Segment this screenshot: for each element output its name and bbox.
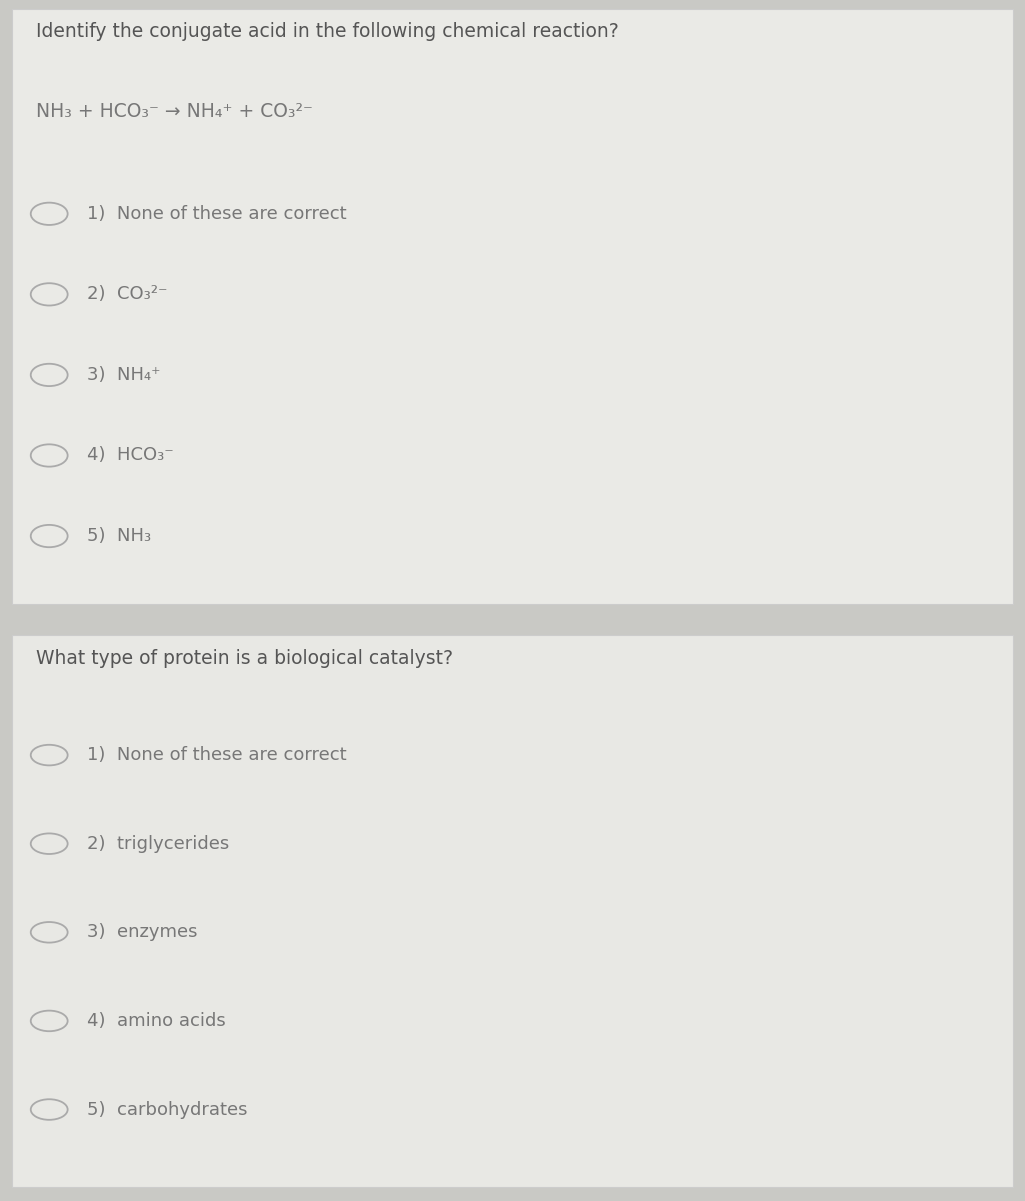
Text: 2)  triglycerides: 2) triglycerides [87, 835, 230, 853]
Text: 4)  HCO₃⁻: 4) HCO₃⁻ [87, 447, 174, 465]
Text: 3)  enzymes: 3) enzymes [87, 924, 198, 942]
Text: Identify the conjugate acid in the following chemical reaction?: Identify the conjugate acid in the follo… [36, 22, 619, 41]
Text: What type of protein is a biological catalyst?: What type of protein is a biological cat… [36, 650, 453, 668]
Text: 5)  NH₃: 5) NH₃ [87, 527, 152, 545]
Text: 5)  carbohydrates: 5) carbohydrates [87, 1100, 248, 1118]
Text: 1)  None of these are correct: 1) None of these are correct [87, 746, 346, 764]
Text: NH₃ + HCO₃⁻ → NH₄⁺ + CO₃²⁻: NH₃ + HCO₃⁻ → NH₄⁺ + CO₃²⁻ [36, 102, 313, 121]
Text: 4)  amino acids: 4) amino acids [87, 1012, 226, 1030]
Text: 1)  None of these are correct: 1) None of these are correct [87, 205, 346, 223]
Text: 2)  CO₃²⁻: 2) CO₃²⁻ [87, 286, 168, 304]
Text: 3)  NH₄⁺: 3) NH₄⁺ [87, 366, 161, 384]
FancyBboxPatch shape [12, 635, 1013, 1187]
FancyBboxPatch shape [12, 10, 1013, 604]
